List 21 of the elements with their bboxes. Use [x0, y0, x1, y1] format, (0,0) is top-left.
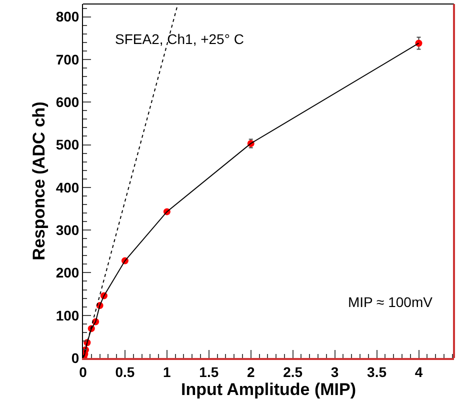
y-tick-label: 700 — [56, 51, 80, 68]
x-tick-label: 3.5 — [367, 364, 387, 380]
annotation: SFEA2, Ch1, +25° C — [115, 31, 244, 47]
y-tick-label: 800 — [56, 8, 80, 25]
x-tick-label: 0.5 — [115, 364, 135, 380]
y-tick-label: 500 — [56, 136, 80, 153]
y-axis-title: Responce (ADC ch) — [29, 102, 48, 260]
y-tick-label: 600 — [56, 94, 80, 110]
x-tick-label: 4 — [414, 364, 423, 380]
x-tick-label: 2 — [246, 364, 255, 380]
y-tick-label: 200 — [56, 264, 80, 281]
x-axis-title: Input Amplitude (MIP) — [180, 380, 356, 399]
x-tick-label: 1 — [163, 364, 172, 380]
x-tick-label: 1.5 — [199, 364, 219, 380]
y-tick-label: 400 — [56, 179, 80, 196]
y-tick-label: 100 — [56, 307, 80, 324]
x-tick-label: 2.5 — [283, 364, 303, 380]
y-tick-label: 0 — [71, 350, 80, 366]
x-tick-label: 3 — [330, 364, 339, 380]
annotation: MIP ≈ 100mV — [348, 294, 434, 310]
y-tick-label: 300 — [56, 222, 80, 238]
